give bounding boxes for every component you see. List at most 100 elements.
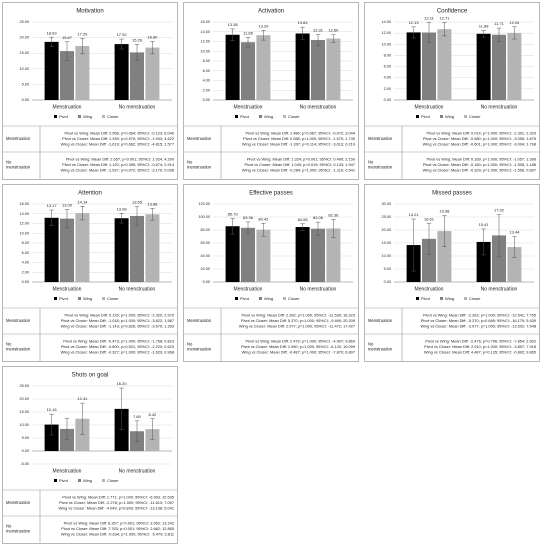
- value-label: 8.42: [149, 412, 158, 417]
- row-line: Pivot vs Closer: Mean Diff: -0.800; p=0.…: [61, 344, 174, 349]
- row-label: Menstruation: [187, 318, 212, 323]
- value-label: 16.20: [117, 381, 128, 386]
- row-label: Menstruation: [368, 318, 393, 323]
- row-line: Wing vs Closer: Mean Diff: -2.977; p=1.0…: [420, 324, 536, 329]
- legend-swatch: [440, 115, 443, 118]
- x-tick-label: No menstruation: [119, 104, 156, 110]
- value-label: 12.41: [77, 396, 88, 401]
- y-tick-label: 10.00: [19, 423, 29, 427]
- bar: [145, 47, 160, 100]
- legend-swatch: [464, 115, 467, 118]
- y-tick-label: 14.00: [381, 20, 391, 24]
- bar: [60, 428, 74, 451]
- legend-swatch: [416, 297, 419, 300]
- error-bar: [496, 27, 502, 42]
- error-bar: [150, 41, 155, 55]
- legend-swatch: [259, 115, 262, 118]
- bar: [60, 51, 74, 100]
- y-tick-label: 0.00: [384, 280, 391, 284]
- legend-label: Wing: [83, 296, 92, 301]
- error-bar: [64, 41, 70, 61]
- error-bar: [442, 22, 447, 37]
- row-line: Pivot vs Wing: Mean Diff: 1.486; p=0.067…: [246, 131, 356, 136]
- row-label: Menstruation: [6, 136, 31, 141]
- bar: [225, 34, 240, 100]
- row-line: Pivot vs Closer: Mean Diff: -5.370; p=0.…: [421, 318, 536, 323]
- value-label: 17.92: [117, 32, 128, 37]
- y-tick-label: 4.00: [203, 79, 210, 83]
- error-bar: [150, 418, 155, 440]
- chart-title: Missed passes: [432, 191, 472, 197]
- legend-label: Wing: [445, 296, 454, 301]
- y-tick-label: 5.00: [384, 267, 391, 271]
- value-label: 83.36: [243, 215, 254, 220]
- legend-label: Wing: [264, 114, 273, 119]
- y-tick-label: 2.00: [22, 270, 29, 274]
- error-bar: [300, 26, 305, 41]
- value-label: 7.60: [133, 414, 142, 419]
- row-line: Pivot vs Wing: Mean Diff: 2.958; p=0.064…: [65, 131, 175, 136]
- row-line: Wing vs Closer: Mean Diff: -1.143; p=0.8…: [61, 324, 174, 329]
- value-label: 11.88: [479, 24, 489, 29]
- bar: [507, 32, 522, 100]
- legend-label: Pivot: [59, 478, 69, 483]
- legend-label: Closer: [469, 296, 481, 301]
- bar: [507, 247, 522, 282]
- bar: [60, 218, 74, 282]
- bar: [75, 213, 90, 282]
- y-tick-label: 10.00: [200, 49, 210, 53]
- value-label: 13.88: [147, 202, 158, 207]
- value-label: 13.00: [62, 202, 73, 207]
- y-tick-label: 15.00: [19, 51, 29, 55]
- error-bar: [512, 26, 517, 40]
- value-label: 12.71: [439, 16, 450, 21]
- value-label: 13.08: [117, 206, 128, 211]
- error-bar: [80, 38, 85, 55]
- bar: [256, 35, 271, 100]
- bar: [75, 418, 90, 451]
- value-label: 16.80: [147, 34, 158, 39]
- bar: [437, 29, 452, 101]
- bar: [295, 33, 310, 100]
- value-label: 12.11: [424, 16, 434, 21]
- error-bar: [331, 219, 336, 238]
- y-tick-label: 6.00: [22, 251, 29, 255]
- legend-label: Pivot: [240, 296, 250, 301]
- error-bar: [426, 22, 432, 43]
- bar: [241, 227, 255, 282]
- y-tick-label: 8.00: [22, 241, 29, 245]
- bar: [326, 228, 341, 282]
- value-label: 15.41: [479, 222, 490, 227]
- legend-label: Pivot: [59, 114, 69, 119]
- value-label: 13.38: [228, 22, 239, 27]
- value-label: 13.44: [509, 230, 520, 235]
- bar: [130, 52, 144, 100]
- row-line: Wing vs Closer: Mean Diff: -0.487; p=1.0…: [242, 350, 355, 355]
- error-bar: [315, 34, 321, 46]
- legend-label: Pivot: [421, 114, 431, 119]
- bar: [225, 226, 240, 282]
- legend-label: Wing: [83, 114, 92, 119]
- value-label: 16.61: [424, 216, 435, 221]
- row-line: Pivot vs Closer: Mean Diff: -1.018; p=1.…: [61, 318, 174, 323]
- y-tick-label: 15.00: [19, 410, 29, 414]
- row-label: No menstruation: [368, 160, 393, 170]
- y-tick-label: 25.00: [19, 384, 29, 388]
- error-bar: [119, 387, 124, 430]
- row-line: Pivot vs Wing: Mean Diff: 2.392; p=1.000…: [241, 313, 355, 318]
- error-bar: [49, 209, 54, 226]
- value-label: 11.71: [494, 21, 504, 26]
- chart-title: Effective passes: [249, 191, 293, 197]
- row-line: Wing vs Closer: Mean Diff: -1.537; p=0.0…: [61, 168, 174, 173]
- value-label: 15.67: [62, 35, 73, 40]
- y-tick-label: 0.00: [203, 98, 210, 102]
- y-tick-label: 10.00: [19, 231, 29, 235]
- row-line: Pivot vs Closer: Mean Diff: 1.040; p=0.0…: [244, 162, 355, 167]
- legend-label: Closer: [288, 114, 300, 119]
- y-tick-label: 5.00: [22, 436, 29, 440]
- error-bar: [442, 215, 447, 247]
- legend-swatch: [235, 297, 238, 300]
- row-line: Pivot vs Closer: Mean Diff: -0.160; p=1.…: [423, 162, 536, 167]
- bar: [422, 32, 436, 100]
- y-tick-label: 16.00: [19, 202, 29, 206]
